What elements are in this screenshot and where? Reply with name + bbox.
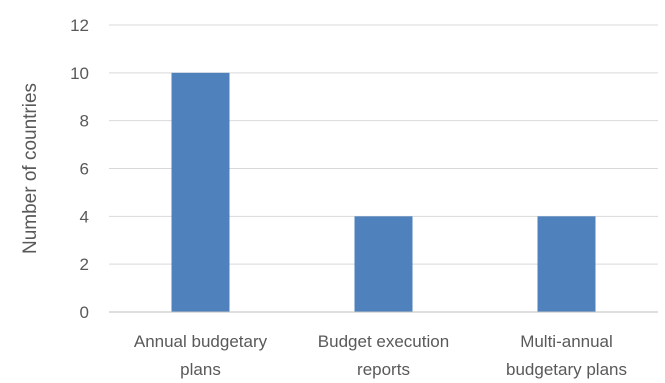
- x-category-label: plans: [180, 360, 221, 379]
- x-axis-category-labels: Annual budgetary plans Budget execution rep…: [134, 332, 627, 379]
- x-category-label: Budget execution: [318, 332, 449, 351]
- x-category-label: budgetary plans: [506, 360, 627, 379]
- x-category-label: reports: [357, 360, 410, 379]
- y-tick-label: 0: [80, 303, 89, 322]
- x-category-label: Multi-annual: [520, 332, 613, 351]
- bars: [171, 72, 596, 312]
- bar: [171, 72, 230, 312]
- y-axis-title: Number of countries: [20, 83, 41, 254]
- y-tick-label: 12: [70, 16, 89, 35]
- bar: [537, 216, 596, 312]
- y-tick-label: 4: [80, 207, 89, 226]
- y-tick-label: 2: [80, 255, 89, 274]
- y-tick-label: 8: [80, 112, 89, 131]
- y-tick-label: 6: [80, 160, 89, 179]
- y-axis-tick-labels: 0 2 4 6 8 10 12: [70, 16, 89, 322]
- y-tick-label: 10: [70, 64, 89, 83]
- bar: [354, 216, 413, 312]
- x-category-label: Annual budgetary: [134, 332, 268, 351]
